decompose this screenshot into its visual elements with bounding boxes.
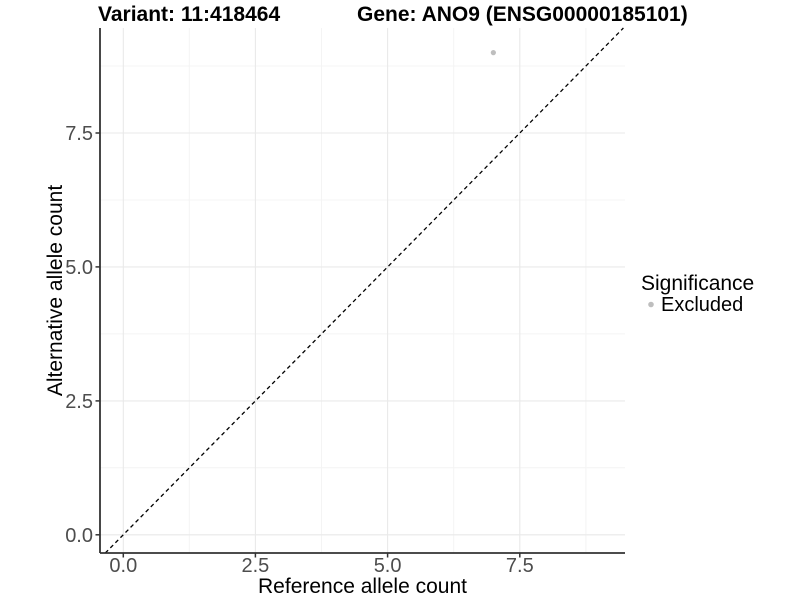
legend-title: Significance <box>641 272 754 295</box>
legend-item-label: Excluded <box>661 294 743 316</box>
x-axis-ticks <box>122 553 521 558</box>
x-tick-label-2: 5.0 <box>374 555 402 577</box>
y-axis-title: Alternative allele count <box>44 185 67 396</box>
gridlines-minor <box>100 28 625 553</box>
data-point-excluded <box>490 50 496 56</box>
x-axis-title: Reference allele count <box>258 575 467 598</box>
variant-title: Variant: 11:418464 <box>98 3 280 26</box>
legend: Significance Excluded <box>641 272 754 316</box>
y-tick-label-3: 7.5 <box>65 123 93 145</box>
x-tick-labels: 0.0 2.5 5.0 7.5 <box>109 555 533 577</box>
x-tick-label-1: 2.5 <box>241 555 269 577</box>
y-tick-labels: 0.0 2.5 5.0 7.5 <box>65 123 93 547</box>
gridlines-major <box>100 28 625 553</box>
x-tick-label-0: 0.0 <box>109 555 137 577</box>
y-tick-label-2: 5.0 <box>65 257 93 279</box>
gene-title: Gene: ANO9 (ENSG00000185101) <box>357 3 688 26</box>
y-axis-ticks <box>95 132 100 536</box>
y-tick-label-1: 2.5 <box>65 391 93 413</box>
y-tick-label-0: 0.0 <box>65 525 93 547</box>
identity-dashed-line <box>104 27 624 554</box>
x-tick-label-3: 7.5 <box>506 555 534 577</box>
legend-key-dot-icon <box>648 301 654 308</box>
